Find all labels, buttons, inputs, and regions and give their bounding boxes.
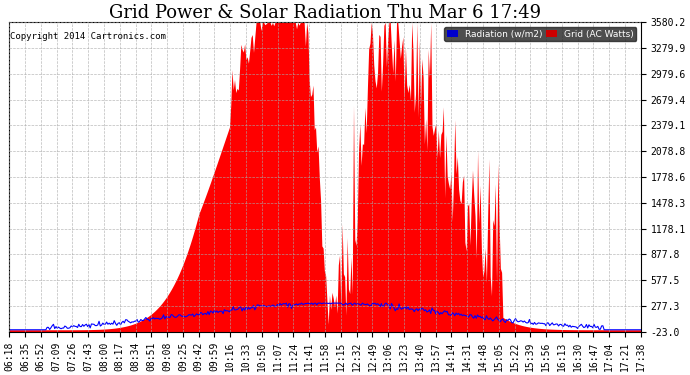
Legend: Radiation (w/m2), Grid (AC Watts): Radiation (w/m2), Grid (AC Watts) [444,27,636,41]
Text: Copyright 2014 Cartronics.com: Copyright 2014 Cartronics.com [10,32,166,40]
Title: Grid Power & Solar Radiation Thu Mar 6 17:49: Grid Power & Solar Radiation Thu Mar 6 1… [109,4,541,22]
